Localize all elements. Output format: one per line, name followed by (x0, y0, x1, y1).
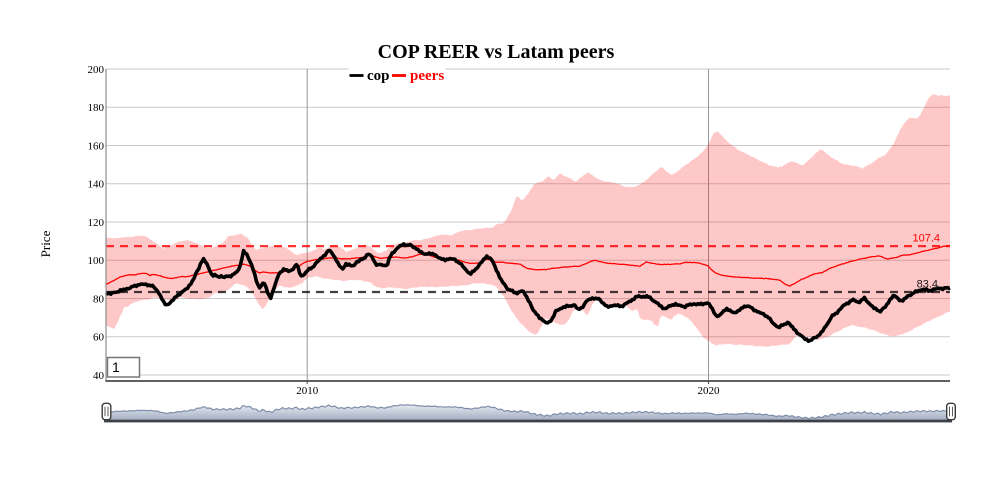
svg-text:Price: Price (38, 230, 53, 257)
svg-text:140: 140 (88, 179, 105, 191)
svg-text:60: 60 (93, 332, 105, 344)
svg-text:cop: cop (367, 68, 390, 84)
svg-text:83.4: 83.4 (917, 279, 938, 291)
svg-text:2010: 2010 (296, 385, 319, 397)
svg-text:200: 200 (88, 64, 105, 76)
svg-text:100: 100 (88, 255, 105, 267)
svg-text:107.4: 107.4 (912, 233, 940, 245)
svg-text:180: 180 (88, 102, 105, 114)
svg-text:2020: 2020 (698, 385, 721, 397)
svg-text:120: 120 (88, 217, 105, 229)
svg-text:160: 160 (88, 140, 105, 152)
svg-text:peers: peers (410, 68, 444, 84)
svg-text:1: 1 (112, 359, 120, 375)
svg-text:80: 80 (93, 293, 105, 305)
svg-text:40: 40 (93, 370, 105, 382)
svg-text:COP REER vs Latam peers: COP REER vs Latam peers (378, 41, 615, 63)
